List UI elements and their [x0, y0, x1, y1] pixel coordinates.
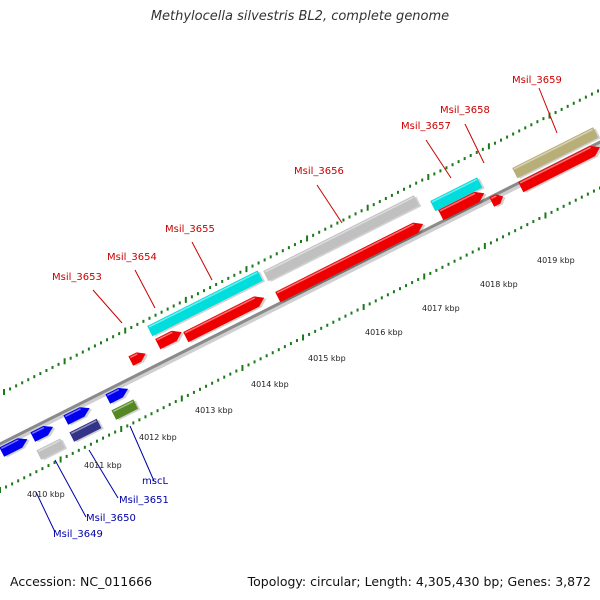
- gene-feature-f13[interactable]: [275, 218, 428, 303]
- backbone-line: [0, 140, 600, 446]
- gene-label-msil-3658[interactable]: Msil_3658: [440, 105, 490, 116]
- gene-feature-f8[interactable]: [128, 348, 150, 367]
- feature-highlight: [439, 192, 476, 212]
- scale-label-4012: 4012 kbp: [139, 433, 177, 442]
- leader-line-1: [134, 269, 156, 309]
- feature-highlight: [490, 195, 497, 200]
- feature-body: [183, 296, 265, 343]
- genome-summary-text: Topology: circular; Length: 4,305,430 bp…: [247, 574, 591, 589]
- leader-line-7: [129, 425, 155, 482]
- leader-line-0: [92, 289, 123, 324]
- feature-body: [63, 407, 90, 425]
- scale-label-4015: 4015 kbp: [308, 354, 346, 363]
- gene-label-msil-3653[interactable]: Msil_3653: [52, 272, 102, 283]
- feature-highlight: [184, 297, 256, 334]
- label-layer: 4010 kbp 4011 kbp 4012 kbp 4013 kbp 4014…: [27, 75, 575, 540]
- feature-highlight: [37, 439, 61, 453]
- gene-feature-f6[interactable]: [105, 384, 133, 406]
- feature-body: [105, 387, 129, 404]
- gene-label-msil-3650[interactable]: Msil_3650: [86, 513, 136, 524]
- feature-highlight: [112, 400, 134, 413]
- feature-body: [512, 127, 599, 179]
- leader-line-9: [54, 459, 87, 518]
- feature-highlight: [519, 146, 592, 184]
- feature-body: [155, 330, 182, 350]
- feature-body: [518, 145, 600, 193]
- feature-body: [275, 222, 424, 303]
- leader-line-6: [538, 87, 558, 134]
- feature-highlight: [129, 353, 138, 359]
- scale-label-4017: 4017 kbp: [422, 304, 460, 313]
- map-title: Methylocella silvestris BL2, complete ge…: [150, 9, 450, 24]
- gene-label-msil-3651[interactable]: Msil_3651: [119, 495, 169, 506]
- feature-body: [489, 194, 504, 207]
- gene-label-msil-3657[interactable]: Msil_3657: [401, 121, 451, 132]
- gene-label-msil-3656[interactable]: Msil_3656: [294, 166, 344, 177]
- gene-feature-f4[interactable]: [63, 403, 94, 426]
- leader-line-4: [425, 139, 452, 179]
- gene-feature-f3[interactable]: [36, 438, 68, 461]
- gene-feature-f14[interactable]: [430, 177, 485, 213]
- gene-label-mscl[interactable]: mscL: [142, 476, 168, 487]
- feature-body: [263, 195, 419, 282]
- gene-feature-f9[interactable]: [155, 327, 187, 351]
- scale-label-4011: 4011 kbp: [84, 461, 122, 470]
- scale-label-4010: 4010 kbp: [27, 490, 65, 499]
- gene-feature-f11[interactable]: [183, 292, 269, 344]
- scale-label-4014: 4014 kbp: [251, 380, 289, 389]
- feature-body: [0, 438, 28, 457]
- feature-highlight: [70, 420, 97, 435]
- backbone-shadow: [0, 140, 600, 450]
- gene-feature-f12[interactable]: [263, 195, 422, 283]
- gene-feature-f16[interactable]: [489, 191, 508, 208]
- feature-body: [111, 399, 139, 420]
- accession-text: Accession: NC_011666: [10, 574, 153, 589]
- gene-feature-f7[interactable]: [111, 399, 141, 421]
- feature-body: [147, 270, 263, 337]
- gene-label-msil-3649[interactable]: Msil_3649: [53, 529, 103, 540]
- gene-feature-f15[interactable]: [438, 188, 490, 222]
- feature-highlight: [148, 271, 258, 328]
- leader-line-3: [316, 184, 343, 224]
- gene-label-msil-3654[interactable]: Msil_3654: [107, 252, 157, 263]
- leader-line-8: [88, 449, 119, 499]
- feature-highlight: [513, 128, 594, 170]
- backbone: [0, 140, 600, 450]
- feature-highlight: [156, 331, 173, 341]
- feature-highlight: [64, 408, 81, 418]
- leader-line-2: [191, 241, 213, 281]
- feature-highlight: [0, 439, 19, 450]
- gene-feature-f10[interactable]: [147, 270, 266, 338]
- leader-line-10: [35, 491, 56, 533]
- scale-label-4018: 4018 kbp: [480, 280, 518, 289]
- leader-lines: [35, 87, 558, 533]
- scale-label-4016: 4016 kbp: [365, 328, 403, 337]
- feature-body: [30, 425, 54, 442]
- gene-feature-f5[interactable]: [69, 418, 104, 443]
- feature-highlight: [264, 196, 414, 273]
- feature-highlight: [431, 178, 478, 203]
- gene-feature-f17[interactable]: [512, 127, 600, 180]
- gene-feature-f1[interactable]: [0, 434, 32, 458]
- feature-body: [36, 438, 65, 460]
- gene-feature-f18[interactable]: [518, 142, 600, 194]
- feature-body: [69, 418, 102, 442]
- feature-highlight: [31, 426, 45, 435]
- leader-line-5: [464, 123, 485, 164]
- feature-layer: [0, 127, 600, 461]
- scale-label-4013: 4013 kbp: [195, 406, 233, 415]
- tick-row-upper: [3, 89, 599, 395]
- feature-body: [128, 352, 146, 366]
- gene-label-msil-3655[interactable]: Msil_3655: [165, 224, 215, 235]
- feature-body: [430, 177, 483, 212]
- gene-label-msil-3659[interactable]: Msil_3659: [512, 75, 562, 86]
- scale-label-4019: 4019 kbp: [537, 256, 575, 265]
- gene-feature-f2[interactable]: [30, 422, 58, 444]
- feature-highlight: [106, 388, 120, 397]
- tick-row-lower: [0, 186, 600, 493]
- feature-body: [438, 191, 485, 221]
- feature-highlight: [276, 223, 415, 294]
